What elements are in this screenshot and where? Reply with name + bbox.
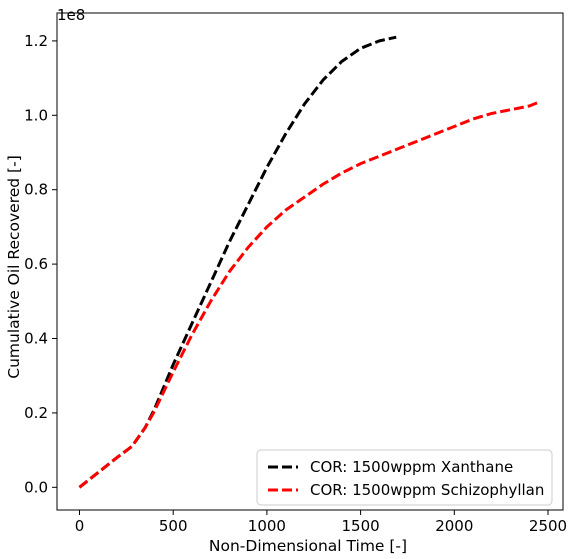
series-layer <box>78 35 540 489</box>
x-tick-label: 2000 <box>435 517 473 535</box>
series-line-xanthane <box>78 35 397 489</box>
y-tick-label: 0.0 <box>24 478 48 496</box>
y-tick-label: 0.2 <box>24 404 48 422</box>
y-axis-ticks: 0.0 0.2 0.4 0.6 0.8 1.0 1.2 <box>24 32 57 496</box>
x-tick-label: 1000 <box>248 517 286 535</box>
x-tick-label: 500 <box>159 517 188 535</box>
plot-area <box>56 12 564 511</box>
legend-box <box>256 449 553 506</box>
y-tick-label: 0.8 <box>24 181 48 199</box>
y-tick-label: 1.2 <box>24 32 48 50</box>
x-tick-label: 2500 <box>529 517 567 535</box>
y-tick-label: 0.6 <box>24 255 48 273</box>
y-axis-label: Cumulative Oil Recovered [-] <box>5 155 23 378</box>
legend-label-schizophyllan: COR: 1500wppm Schizophyllan <box>310 481 544 499</box>
plot-frame <box>56 12 564 511</box>
x-axis-ticks: 0 500 1000 1500 2000 2500 <box>75 510 567 535</box>
x-tick-label: 0 <box>75 517 85 535</box>
y-tick-label: 1.0 <box>24 106 48 124</box>
legend-label-xanthane: COR: 1500wppm Xanthane <box>310 458 513 476</box>
y-tick-label: 0.4 <box>24 330 48 348</box>
y-offset-label: 1e8 <box>57 6 85 24</box>
x-tick-label: 1500 <box>342 517 380 535</box>
legend: COR: 1500wppm Xanthane COR: 1500wppm Sch… <box>256 449 553 506</box>
x-axis-label: Non-Dimensional Time [-] <box>209 537 407 555</box>
series-line-schizophyllan <box>78 100 540 489</box>
